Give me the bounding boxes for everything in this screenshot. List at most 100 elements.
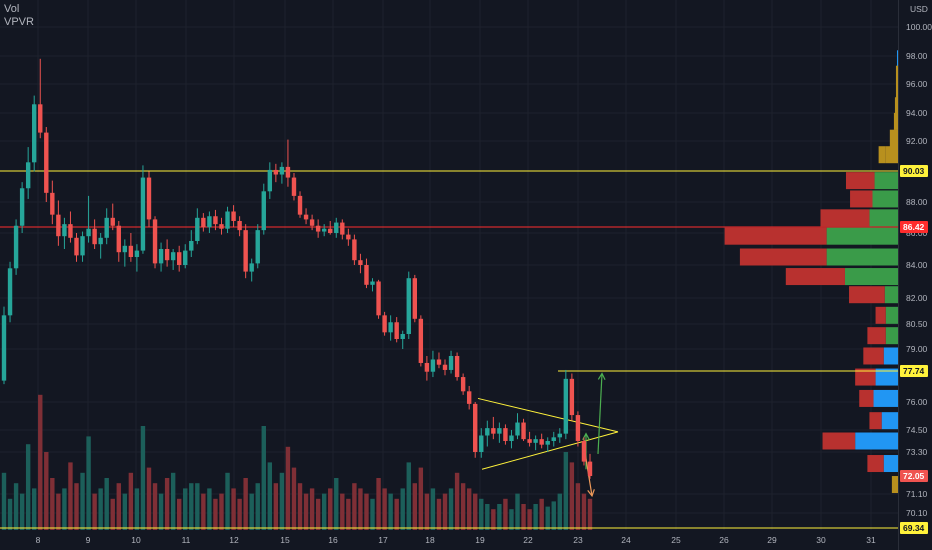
volume-bar — [225, 472, 230, 530]
volume-bar — [473, 493, 478, 530]
candle-body — [164, 249, 170, 261]
candle-body — [424, 362, 430, 372]
currency-label: USD — [910, 4, 928, 14]
profile-bar-up — [896, 50, 898, 68]
profile-bar-up — [885, 146, 898, 164]
volume-bar — [587, 498, 593, 530]
candle-body — [557, 433, 562, 438]
volume-bar — [539, 498, 544, 530]
time-tick: 24 — [621, 535, 631, 545]
candle-body — [176, 252, 182, 265]
profile-bar-up — [826, 248, 898, 266]
price-tick: 70.10 — [906, 508, 928, 518]
volume-bar — [491, 509, 496, 530]
volume-bar — [340, 493, 345, 530]
candle-body — [545, 441, 550, 445]
candle-body — [140, 177, 146, 251]
volume-bar — [146, 467, 152, 530]
volume-bar — [303, 493, 309, 530]
candle-body — [158, 249, 164, 264]
time-tick: 31 — [866, 535, 876, 545]
volume-bar — [334, 478, 339, 530]
candle-body — [1, 315, 7, 381]
volume-bar — [1, 472, 7, 530]
volume-bar — [563, 452, 569, 530]
volume-bar — [485, 504, 490, 530]
candle-body — [364, 265, 369, 285]
volume-bar — [50, 478, 55, 530]
legend-vol[interactable]: Vol — [4, 3, 20, 15]
price-marker-label: 77.74 — [903, 366, 925, 376]
volume-bar — [309, 488, 315, 530]
volume-bar — [183, 488, 188, 530]
price-marker — [900, 221, 928, 233]
volume-bar — [503, 498, 508, 530]
candle-body — [104, 217, 109, 238]
volume-bar — [25, 444, 31, 530]
volume-bar — [382, 488, 387, 530]
volume-bar — [412, 483, 418, 530]
price-marker — [900, 470, 928, 482]
legend-vpvr[interactable]: VPVR — [4, 16, 34, 28]
time-tick: 15 — [280, 535, 290, 545]
volume-bar — [430, 488, 436, 530]
profile-bar-up — [884, 286, 898, 304]
candle-body — [382, 315, 387, 333]
candle-body — [442, 364, 448, 370]
candle-body — [279, 166, 285, 175]
time-tick: 22 — [523, 535, 533, 545]
candle-body — [575, 415, 581, 441]
candle-body — [80, 236, 85, 256]
profile-bar-down — [855, 368, 876, 386]
candle-body — [539, 439, 544, 445]
volume-bar — [454, 472, 460, 530]
volume-bar — [581, 493, 587, 530]
price-axis[interactable]: USD100.0098.0096.0094.0092.0088.0086.008… — [898, 0, 932, 550]
price-tick: 80.50 — [906, 319, 928, 329]
time-tick: 29 — [767, 535, 777, 545]
volume-bar — [364, 493, 369, 530]
volume-bar — [376, 478, 381, 530]
horizontal-lines[interactable] — [0, 170, 898, 529]
candle-body — [521, 422, 526, 440]
candle-body — [479, 435, 484, 452]
candle-body — [261, 191, 266, 231]
candle-body — [74, 237, 79, 256]
volume-bar — [352, 483, 357, 530]
candle-body — [460, 377, 466, 392]
candle-body — [170, 252, 176, 261]
candlesticks — [1, 58, 593, 479]
volume-bars — [1, 394, 593, 530]
volume-bar — [110, 498, 115, 530]
candle-body — [62, 224, 67, 237]
candle-body — [189, 241, 194, 251]
volume-bar — [176, 498, 182, 530]
candle-body — [243, 230, 248, 272]
volume-bar — [98, 488, 103, 530]
candle-body — [328, 228, 333, 233]
candle-body — [352, 239, 357, 261]
profile-bar-up — [874, 172, 898, 190]
volume-bar — [370, 498, 375, 530]
volume-bar — [527, 509, 532, 530]
volume-bar — [346, 498, 351, 530]
time-tick: 18 — [425, 535, 435, 545]
volume-bar — [358, 488, 363, 530]
profile-bar-down — [859, 389, 874, 407]
volume-bar — [140, 426, 146, 530]
price-tick: 100.00 — [906, 22, 932, 32]
time-axis[interactable]: 8 9 10 11 12 15 16 17 18 19 22 23 24 25 26 29 30 31 — [36, 535, 876, 545]
candle-body — [50, 192, 55, 215]
candle-body — [430, 359, 436, 372]
volume-bar — [418, 467, 424, 530]
arrow-head — [597, 372, 606, 381]
profile-bar-down — [875, 306, 886, 324]
price-tick: 74.50 — [906, 425, 928, 435]
price-marker-label: 69.34 — [903, 523, 925, 533]
candle-body — [473, 403, 478, 452]
profile-bar-down — [867, 327, 886, 345]
profile-bar-down — [869, 412, 882, 430]
volume-bar — [497, 504, 502, 530]
volume-bar — [219, 493, 224, 530]
